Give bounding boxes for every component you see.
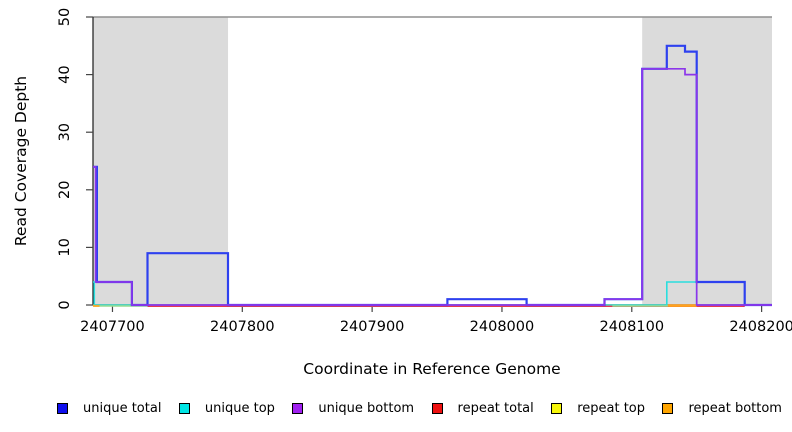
y-axis-title: Read Coverage Depth bbox=[12, 76, 30, 246]
series-unique-bottom bbox=[93, 67, 772, 306]
legend-label: unique top bbox=[204, 400, 275, 416]
legend-item-repeat-top: repeat top bbox=[551, 401, 645, 416]
x-tick-label: 2407800 bbox=[210, 319, 275, 335]
legend-label: unique bottom bbox=[318, 400, 415, 416]
y-tick-label: 50 bbox=[57, 8, 73, 26]
legend-item-repeat-bottom: repeat bottom bbox=[662, 401, 782, 416]
x-tick-label: 2407900 bbox=[340, 319, 405, 335]
y-tick-label: 20 bbox=[57, 181, 73, 199]
legend-label: repeat total bbox=[457, 400, 534, 416]
legend-label: unique total bbox=[83, 400, 162, 416]
y-tick-label: 30 bbox=[57, 123, 73, 141]
legend-swatch-unique-total bbox=[57, 402, 68, 414]
plot-area: 2407700 2407800 2407900 2408000 2408100 24082… bbox=[57, 8, 792, 335]
x-tick-label: 2408000 bbox=[470, 319, 535, 335]
legend-item-unique-top: unique top bbox=[178, 400, 275, 416]
legend-label: repeat bottom bbox=[688, 400, 782, 416]
y-tick-label: 40 bbox=[57, 65, 73, 83]
y-tick-label: 10 bbox=[57, 238, 73, 256]
repeat-region-shading bbox=[642, 17, 772, 305]
legend-swatch-repeat-total bbox=[431, 402, 443, 414]
legend-swatch-repeat-bottom bbox=[662, 402, 674, 414]
legend-swatch-repeat-top bbox=[551, 402, 563, 414]
legend: unique total unique top unique bottom repea… bbox=[0, 394, 792, 422]
x-tick-label: 2408200 bbox=[729, 319, 792, 335]
repeat-region-shading bbox=[93, 17, 229, 305]
legend-swatch-unique-top bbox=[178, 402, 190, 414]
legend-swatch-unique-bottom bbox=[292, 402, 304, 414]
legend-item-unique-bottom: unique bottom bbox=[292, 401, 414, 416]
y-tick-label: 0 bbox=[57, 300, 73, 309]
legend-label: repeat top bbox=[577, 400, 645, 416]
legend-item-unique-total: unique total bbox=[57, 401, 161, 416]
x-axis-title: Coordinate in Reference Genome bbox=[303, 360, 560, 378]
legend-item-repeat-total: repeat total bbox=[431, 400, 534, 416]
x-tick-label: 2407700 bbox=[80, 319, 145, 335]
x-tick-label: 2408100 bbox=[599, 319, 664, 335]
